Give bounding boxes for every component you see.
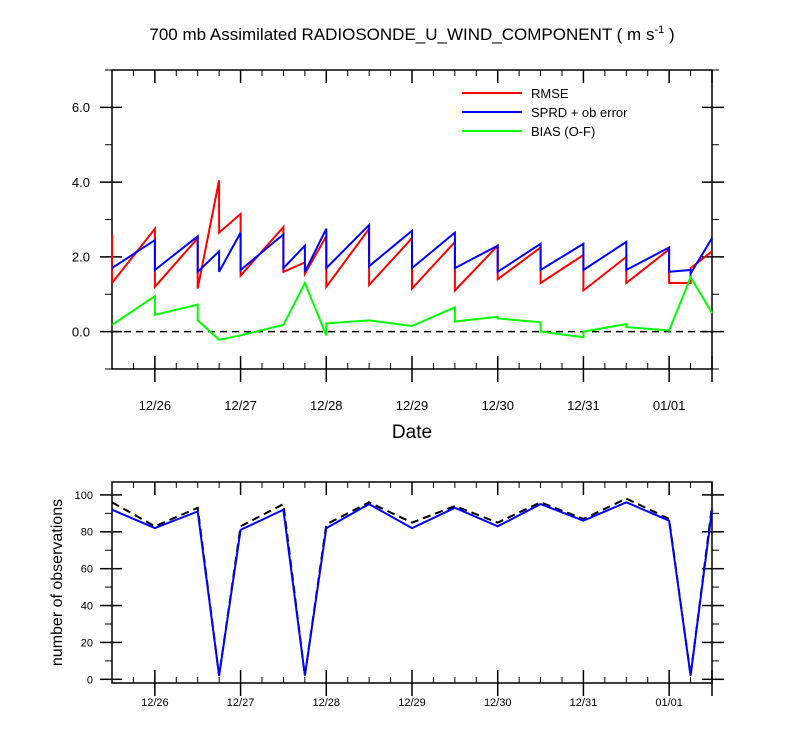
error-stats-y-tick-label: 6.0	[72, 100, 90, 115]
observation-counts-y-tick-label: 80	[81, 527, 93, 539]
error-stats-y-tick-label: 4.0	[72, 175, 90, 190]
observation-counts-plot-frame	[111, 481, 713, 684]
observation-count-chart: 12/26 12/27 12/28 12/29 12/30 12/31 01/01 0 20 40…	[49, 481, 724, 709]
error-stats-x-tick-label: 12/28	[310, 398, 343, 413]
error-stats-x-tick-label: 12/29	[396, 398, 429, 413]
observation-counts-y-tick-label: 20	[81, 637, 93, 649]
observation-counts-x-tick-label: 01/01	[655, 697, 683, 709]
error-stats-x-tick-label: 01/01	[653, 398, 686, 413]
observation-counts-x-tick-label: 12/31	[570, 697, 598, 709]
error-stats-x-tick-label: 12/31	[567, 398, 600, 413]
chart-title: 700 mb Assimilated RADIOSONDE_U_WIND_COM…	[149, 24, 674, 44]
error-stats-series-bias-o-f	[111, 275, 713, 341]
observation-counts-y-tick-label: 40	[81, 601, 93, 613]
observation-counts-x-tick-label: 12/26	[141, 697, 169, 709]
observation-counts-series-possible	[111, 497, 713, 676]
observation-counts-x-tick-label: 12/30	[484, 697, 512, 709]
chart-title-superscript: -1	[654, 24, 664, 36]
observation-counts-x-tick-label: 12/29	[398, 697, 426, 709]
observation-counts-x-tick-label: 12/27	[227, 697, 255, 709]
error-stats-chart: 12/26 12/27 12/28 12/29 12/30 12/31 01/01 0.0 2.…	[72, 69, 724, 443]
error-stats-legend-label: SPRD + ob error	[531, 105, 628, 120]
error-stats-legend-label: RMSE	[531, 86, 569, 101]
observation-counts-series-assimilated	[111, 501, 713, 676]
error-stats-x-axis-label: Date	[392, 422, 432, 443]
error-stats-series-sprd-ob-error	[111, 222, 713, 278]
error-stats-x-tick-label: 12/26	[139, 398, 172, 413]
error-stats-legend-label: BIAS (O-F)	[531, 124, 595, 139]
error-stats-x-tick-label: 12/30	[481, 398, 514, 413]
error-stats-x-tick-label: 12/27	[224, 398, 257, 413]
chart-title-end: )	[664, 25, 674, 44]
observation-counts-y-tick-label: 60	[81, 564, 93, 576]
observation-counts-y-tick-label: 100	[75, 490, 93, 502]
observation-counts-x-tick-label: 12/28	[313, 697, 341, 709]
observation-counts-y-axis-label: number of observations	[49, 499, 66, 666]
error-stats-y-tick-label: 2.0	[72, 250, 90, 265]
error-stats-y-tick-label: 0.0	[72, 324, 90, 339]
observation-counts-y-tick-label: 0	[87, 674, 93, 686]
chart-title-main: 700 mb Assimilated RADIOSONDE_U_WIND_COM…	[149, 25, 654, 44]
error-stats-legend: RMSE SPRD + ob error BIAS (O-F)	[462, 86, 628, 139]
